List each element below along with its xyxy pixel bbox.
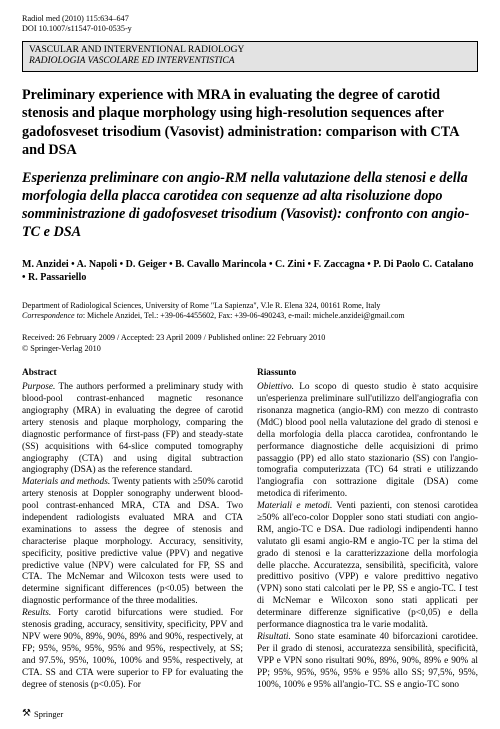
abstract-en: Abstract Purpose. The authors performed … <box>22 368 243 691</box>
affiliation-block: Department of Radiological Sciences, Uni… <box>22 301 478 323</box>
purpose-text-en: The authors performed a preliminary stud… <box>22 382 243 475</box>
correspondence-text: : Michele Anzidei, Tel.: +39-06-4455602,… <box>83 311 405 320</box>
purpose-label-en: Purpose. <box>22 382 55 392</box>
subject-box: VASCULAR AND INTERVENTIONAL RADIOLOGY RA… <box>22 41 478 73</box>
abstract-it-heading: Riassunto <box>257 368 478 380</box>
received-accepted: Received: 26 February 2009 / Accepted: 2… <box>22 332 478 343</box>
subject-it: RADIOLOGIA VASCOLARE ED INTERVENTISTICA <box>29 56 471 68</box>
doi: DOI 10.1007/s11547-010-0535-y <box>22 24 478 34</box>
footer: ⚒ Springer <box>22 709 478 719</box>
methods-text-it: Venti pazienti, con stenosi carotidea ≥5… <box>257 501 478 630</box>
purpose-text-it: Lo scopo di questo studio è stato acquis… <box>257 382 478 499</box>
methods-label-en: Materials and methods. <box>22 477 110 487</box>
running-head: Radiol med (2010) 115:634–647 DOI 10.100… <box>22 14 478 35</box>
results-text-en: Forty carotid bifurcations were studied.… <box>22 608 243 689</box>
results-label-it: Risultati. <box>257 632 291 642</box>
methods-text-en: Twenty patients with ≥50% carotid artery… <box>22 477 243 606</box>
dates-block: Received: 26 February 2009 / Accepted: 2… <box>22 332 478 354</box>
article-title-it: Esperienza preliminare con angio-RM nell… <box>22 169 478 242</box>
abstract-en-body: Purpose. The authors performed a prelimi… <box>22 382 243 691</box>
article-title-en: Preliminary experience with MRA in evalu… <box>22 86 478 159</box>
affiliation-dept: Department of Radiological Sciences, Uni… <box>22 301 478 312</box>
journal-citation: Radiol med (2010) 115:634–647 <box>22 14 478 24</box>
results-text-it: Sono state esaminate 40 biforcazioni car… <box>257 632 478 690</box>
correspondence: Correspondence to: Michele Anzidei, Tel.… <box>22 311 478 322</box>
publisher-name: Springer <box>34 709 63 719</box>
methods-label-it: Materiali e metodi. <box>257 501 332 511</box>
results-label-en: Results. <box>22 608 51 618</box>
abstract-en-heading: Abstract <box>22 368 243 380</box>
authors: M. Anzidei • A. Napoli • D. Geiger • B. … <box>22 258 478 285</box>
page: Radiol med (2010) 115:634–647 DOI 10.100… <box>0 0 500 729</box>
abstract-columns: Abstract Purpose. The authors performed … <box>22 368 478 691</box>
abstract-it-body: Obiettivo. Lo scopo di questo studio è s… <box>257 382 478 691</box>
correspondence-label: Correspondence to <box>22 311 83 320</box>
abstract-it: Riassunto Obiettivo. Lo scopo di questo … <box>257 368 478 691</box>
subject-en: VASCULAR AND INTERVENTIONAL RADIOLOGY <box>29 45 471 57</box>
copyright: © Springer-Verlag 2010 <box>22 343 478 354</box>
purpose-label-it: Obiettivo. <box>257 382 294 392</box>
springer-icon: ⚒ <box>22 709 31 719</box>
